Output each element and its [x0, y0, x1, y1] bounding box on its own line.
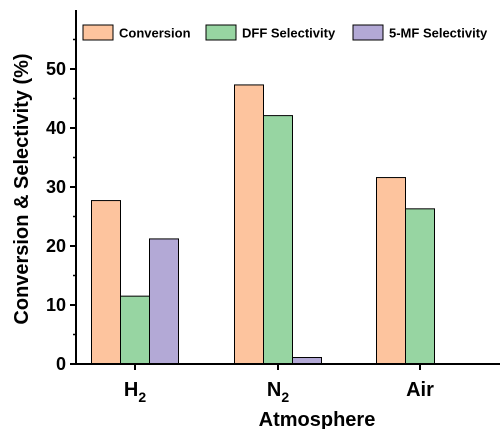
bars-group: [91, 84, 435, 365]
y-tick-label-20: 20: [46, 236, 66, 256]
bar-air-dff-selectivity: [405, 208, 435, 365]
bar-n2-conversion: [234, 84, 264, 365]
legend-label-conversion: Conversion: [119, 26, 191, 41]
legend-swatch-5-mf-selectivity: [352, 24, 384, 41]
y-tick-label-10: 10: [46, 295, 66, 315]
y-tick-label-30: 30: [46, 177, 66, 197]
y-tick-label-40: 40: [46, 118, 66, 138]
y-axis-title: Conversion & Selectivity (%): [11, 53, 33, 324]
bar-h2-dff-selectivity: [120, 295, 150, 365]
bar-air-conversion: [376, 177, 406, 365]
legend-label-5-mf-selectivity: 5-MF Selectivity: [389, 26, 488, 41]
axes-group: 0 10 20 30 40 50 H2 N2 Air: [46, 10, 500, 405]
bar-h2-conversion: [91, 200, 121, 365]
x-tick-label-air: Air: [406, 379, 434, 401]
legend-swatch-dff-selectivity: [205, 24, 237, 41]
y-tick-label-50: 50: [46, 59, 66, 79]
x-tick-label-h2: H2: [124, 379, 146, 405]
bar-n2-dff-selectivity: [263, 115, 293, 365]
legend-label-dff-selectivity: DFF Selectivity: [242, 26, 336, 41]
legend-swatch-conversion: [82, 24, 114, 41]
legend: Conversion DFF Selectivity 5-MF Selectivit…: [82, 24, 488, 41]
x-tick-label-n2: N2: [267, 379, 289, 405]
y-tick-label-0: 0: [56, 354, 66, 374]
bar-h2-5-mf-selectivity: [149, 238, 179, 365]
x-axis-title: Atmosphere: [259, 409, 376, 429]
